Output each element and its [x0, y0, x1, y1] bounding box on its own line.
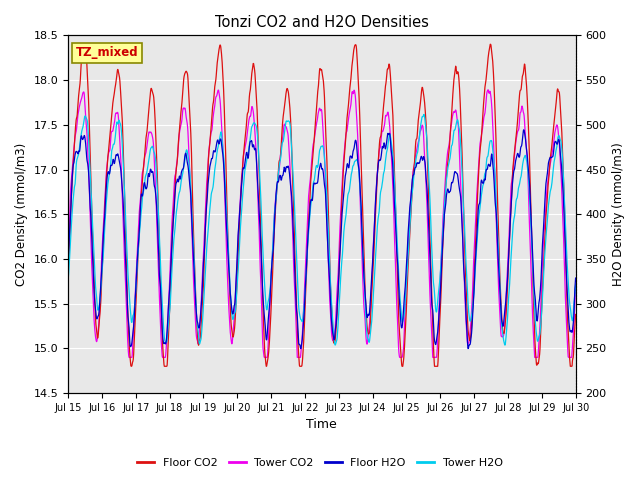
- Text: TZ_mixed: TZ_mixed: [76, 46, 138, 59]
- X-axis label: Time: Time: [307, 419, 337, 432]
- Y-axis label: CO2 Density (mmol/m3): CO2 Density (mmol/m3): [15, 143, 28, 286]
- Y-axis label: H2O Density (mmol/m3): H2O Density (mmol/m3): [612, 143, 625, 286]
- Title: Tonzi CO2 and H2O Densities: Tonzi CO2 and H2O Densities: [215, 15, 429, 30]
- Legend: Floor CO2, Tower CO2, Floor H2O, Tower H2O: Floor CO2, Tower CO2, Floor H2O, Tower H…: [133, 453, 507, 472]
